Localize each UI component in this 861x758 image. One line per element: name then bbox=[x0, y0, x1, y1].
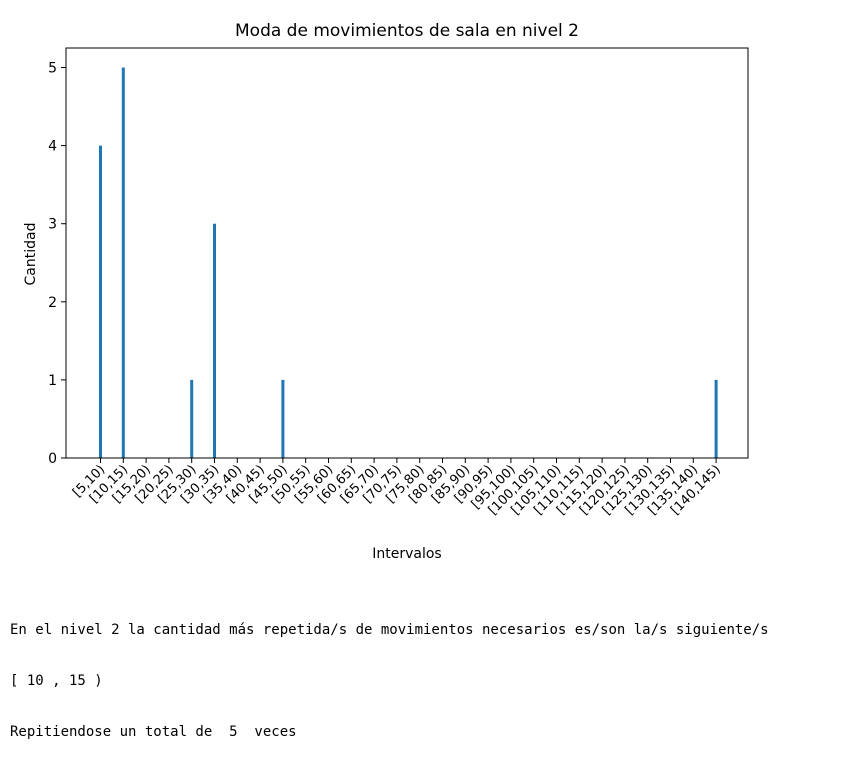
bar bbox=[99, 145, 102, 458]
y-axis-label: Cantidad bbox=[23, 223, 39, 286]
bar-chart: Moda de movimientos de sala en nivel 2 0… bbox=[23, 21, 749, 562]
y-tick-label: 0 bbox=[48, 451, 57, 467]
axes-frame bbox=[65, 47, 749, 459]
y-tick-label: 4 bbox=[48, 139, 57, 155]
y-tick-label: 5 bbox=[48, 61, 57, 77]
y-tick-label: 3 bbox=[48, 217, 57, 233]
plot-area: 012345[5,10)[10,15)[15,20)[20,25)[25,30)… bbox=[48, 47, 749, 518]
bar bbox=[121, 67, 125, 459]
bar bbox=[190, 379, 194, 458]
y-tick-label: 2 bbox=[48, 295, 57, 311]
y-tick-label: 1 bbox=[48, 373, 57, 389]
output-line-count: Repitiendose un total de 5 veces bbox=[10, 724, 297, 740]
bar bbox=[213, 223, 216, 458]
bar bbox=[714, 379, 718, 458]
chart-title: Moda de movimientos de sala en nivel 2 bbox=[235, 21, 579, 41]
bar bbox=[281, 379, 285, 458]
console-output: En el nivel 2 la cantidad más repetida/s… bbox=[10, 588, 769, 758]
x-axis-label: Intervalos bbox=[372, 546, 441, 562]
output-line-interval: [ 10 , 15 ) bbox=[10, 673, 103, 689]
output-line-summary: En el nivel 2 la cantidad más repetida/s… bbox=[10, 622, 769, 638]
